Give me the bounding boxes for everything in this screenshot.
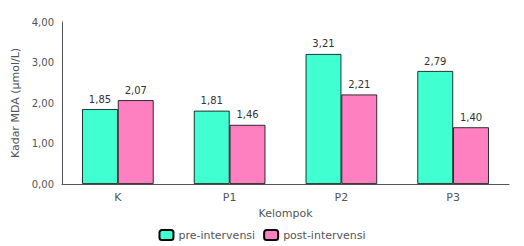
svg-text:3,00: 3,00 [32, 57, 54, 68]
svg-text:P2: P2 [335, 191, 349, 204]
svg-text:P1: P1 [223, 191, 237, 204]
svg-text:2,79: 2,79 [424, 56, 446, 67]
svg-text:1,46: 1,46 [236, 109, 258, 120]
svg-text:Kadar MDA (µmol/L): Kadar MDA (µmol/L) [9, 48, 22, 158]
svg-text:1,81: 1,81 [201, 95, 223, 106]
svg-text:2,21: 2,21 [348, 79, 370, 90]
svg-text:Kelompok: Kelompok [258, 207, 313, 220]
svg-text:4,00: 4,00 [32, 17, 54, 28]
svg-text:1,40: 1,40 [460, 112, 482, 123]
svg-text:1,85: 1,85 [89, 94, 111, 105]
svg-text:2,07: 2,07 [125, 85, 147, 96]
svg-text:P3: P3 [446, 191, 460, 204]
svg-text:post-intervensi: post-intervensi [283, 229, 365, 242]
svg-text:pre-intervensi: pre-intervensi [178, 229, 255, 242]
svg-text:0,00: 0,00 [32, 179, 54, 190]
svg-text:1,00: 1,00 [32, 138, 54, 149]
svg-text:2,00: 2,00 [32, 98, 54, 109]
svg-text:K: K [114, 191, 122, 204]
svg-text:3,21: 3,21 [312, 38, 334, 49]
